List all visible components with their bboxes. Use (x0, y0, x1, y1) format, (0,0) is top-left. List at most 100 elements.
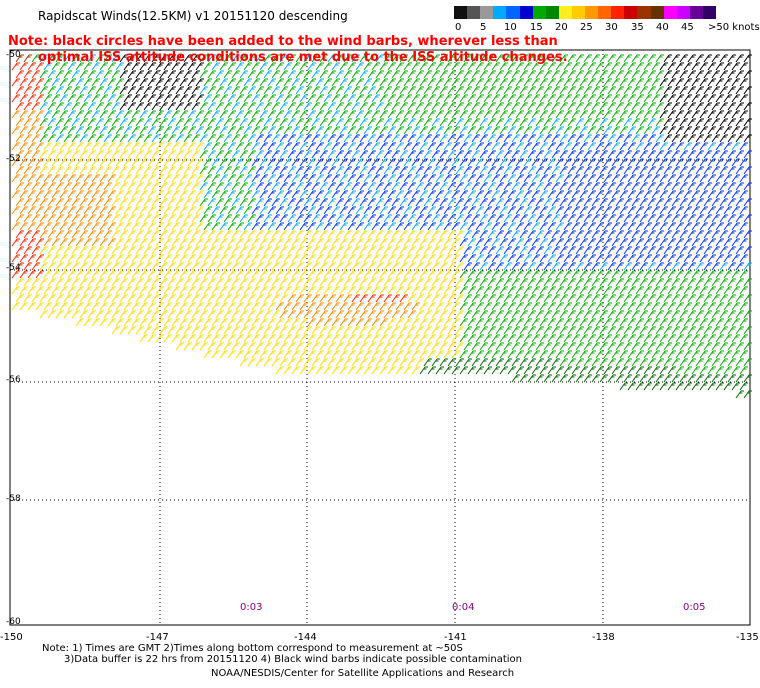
wind-barb (567, 262, 576, 271)
wind-barb (383, 230, 392, 239)
wind-barb (603, 286, 612, 295)
wind-barb (539, 270, 548, 279)
wind-barb (623, 310, 632, 319)
wind-barb (631, 118, 640, 127)
wind-barb (727, 278, 736, 287)
wind-barb (331, 126, 340, 135)
wind-barb (327, 294, 336, 303)
wind-barb (199, 342, 208, 351)
wind-barb (491, 334, 500, 343)
wind-barb (411, 286, 420, 295)
wind-barb (387, 222, 396, 231)
wind-barb (587, 222, 596, 231)
wind-barb (223, 150, 232, 159)
wind-barb (723, 286, 732, 295)
wind-barb (303, 246, 312, 255)
wind-barb (603, 222, 612, 231)
wind-barb (39, 262, 48, 271)
wind-barb (731, 238, 740, 247)
wind-barb (319, 54, 328, 63)
wind-barb (267, 78, 276, 87)
wind-barb (579, 142, 588, 151)
wind-barb (679, 118, 688, 127)
wind-barb (471, 198, 480, 207)
wind-barb (655, 214, 664, 223)
wind-barb (627, 78, 636, 87)
wind-barb (151, 182, 160, 191)
wind-barb (559, 342, 568, 351)
wind-barb (379, 142, 388, 151)
wind-barb (435, 286, 444, 295)
wind-barb (311, 150, 320, 159)
wind-barb (11, 174, 20, 183)
wind-barb (683, 222, 692, 231)
wind-barb (703, 54, 712, 63)
wind-barb (611, 206, 620, 215)
wind-barb (731, 126, 740, 135)
wind-barb (651, 302, 660, 311)
wind-barb (503, 102, 512, 111)
wind-barb (359, 86, 368, 95)
wind-barb (79, 166, 88, 175)
wind-barb (611, 126, 620, 135)
wind-barb (639, 246, 648, 255)
legend-swatch (611, 6, 625, 19)
wind-barb (35, 270, 44, 279)
wind-barb (515, 238, 524, 247)
wind-barb (587, 318, 596, 327)
wind-barb (603, 254, 612, 263)
wind-barb (311, 278, 320, 287)
wind-barb (431, 230, 440, 239)
wind-barb (627, 366, 636, 375)
wind-barb (743, 342, 752, 351)
wind-barb (627, 190, 636, 199)
wind-barb (739, 382, 748, 391)
wind-barb (599, 182, 608, 191)
wind-barb (219, 222, 228, 231)
wind-barb (623, 150, 632, 159)
wind-barb (595, 366, 604, 375)
wind-barb (591, 310, 600, 319)
wind-barb (443, 206, 452, 215)
wind-barb (435, 94, 444, 103)
wind-barb (495, 262, 504, 271)
wind-barb (659, 110, 668, 119)
wind-barb (39, 54, 48, 63)
wind-barb (627, 110, 636, 119)
wind-barb (659, 190, 668, 199)
wind-barb (447, 150, 456, 159)
wind-barb (207, 294, 216, 303)
wind-barb (163, 158, 172, 167)
wind-barb (287, 246, 296, 255)
wind-barb (175, 230, 184, 239)
wind-barb (295, 150, 304, 159)
wind-barb (51, 302, 60, 311)
wind-barb (575, 326, 584, 335)
wind-barb (95, 262, 104, 271)
wind-barb (407, 310, 416, 319)
wind-barb (523, 318, 532, 327)
wind-barb (643, 174, 652, 183)
wind-barb (63, 230, 72, 239)
wind-barb (419, 254, 428, 263)
wind-barb (187, 158, 196, 167)
wind-barb (707, 174, 716, 183)
wind-barb (315, 302, 324, 311)
wind-barb (395, 254, 404, 263)
wind-barb (463, 70, 472, 79)
wind-barb (175, 102, 184, 111)
wind-barb (547, 62, 556, 71)
wind-barb (651, 238, 660, 247)
wind-barb (583, 166, 592, 175)
wind-barb (271, 358, 280, 367)
wind-barb (279, 182, 288, 191)
wind-barb (83, 94, 92, 103)
wind-barb (419, 350, 428, 359)
wind-barb (127, 102, 136, 111)
wind-barb (707, 222, 716, 231)
wind-barb (123, 254, 132, 263)
wind-barb (703, 358, 712, 367)
wind-barb (167, 86, 176, 95)
wind-barb (247, 102, 256, 111)
wind-barb (483, 206, 492, 215)
